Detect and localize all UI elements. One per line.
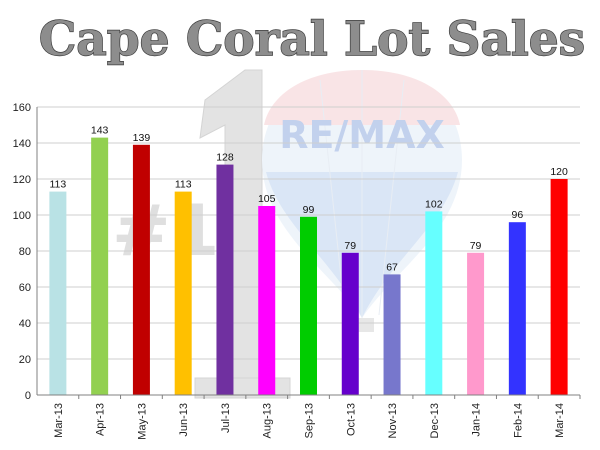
data-label: 120 — [550, 166, 568, 178]
data-label: 79 — [344, 240, 356, 252]
bar-may-13 — [132, 144, 150, 395]
x-tick-label: Aug-13 — [262, 403, 274, 438]
bar-aug-13 — [258, 206, 276, 395]
y-tick-label: 160 — [13, 102, 31, 114]
data-labels: 113 143 139 113 128 105 99 79 67 102 79 96 120 — [50, 125, 569, 274]
data-label: 105 — [258, 193, 276, 205]
x-tick-label: Nov-13 — [387, 403, 399, 438]
data-label: 67 — [386, 261, 398, 273]
bar-jan-14 — [467, 252, 485, 395]
data-label: 128 — [216, 152, 234, 164]
x-tick-label: Jun-13 — [178, 403, 190, 437]
x-tick-label: Jan-14 — [471, 403, 483, 437]
remax-watermark: #1 RE/MAX — [112, 69, 462, 399]
data-label: 113 — [50, 179, 67, 191]
bar-mar-14 — [550, 179, 568, 395]
chart-title: Cape Coral Lot Sales — [39, 12, 585, 67]
bar-oct-13 — [341, 252, 359, 395]
data-label: 79 — [470, 240, 482, 252]
data-label: 139 — [133, 132, 151, 144]
bars — [49, 137, 568, 395]
bar-dec-13 — [425, 211, 443, 395]
x-axis-ticks: Mar-13 Apr-13 May-13 Jun-13 Jul-13 Aug-13 Sep-… — [53, 395, 581, 440]
x-tick-label: Oct-13 — [345, 403, 357, 436]
y-tick-label: 80 — [19, 246, 31, 258]
bar-jul-13 — [216, 164, 234, 395]
x-tick-label: Dec-13 — [429, 403, 441, 438]
data-label: 99 — [303, 204, 315, 216]
y-tick-label: 20 — [19, 354, 31, 366]
y-tick-label: 40 — [19, 318, 31, 330]
y-tick-label: 60 — [19, 282, 31, 294]
bar-mar-13 — [49, 191, 67, 395]
bar-apr-13 — [91, 137, 109, 395]
x-tick-label: Mar-14 — [554, 403, 566, 438]
y-tick-label: 0 — [25, 390, 31, 402]
brand-watermark: RE/MAX — [279, 113, 445, 157]
y-tick-label: 120 — [13, 174, 31, 186]
bar-feb-14 — [508, 222, 526, 395]
data-label: 113 — [175, 179, 192, 191]
bar-jun-13 — [174, 191, 192, 395]
bar-nov-13 — [383, 274, 401, 395]
x-tick-label: Jul-13 — [220, 403, 232, 433]
y-axis-ticks: 0 20 40 60 80 100 120 140 160 — [13, 102, 31, 402]
x-tick-label: May-13 — [136, 403, 148, 440]
x-tick-label: Apr-13 — [95, 403, 107, 436]
rank-watermark: #1 — [112, 190, 219, 272]
y-tick-label: 140 — [13, 138, 31, 150]
y-tick-label: 100 — [13, 210, 31, 222]
x-tick-label: Mar-13 — [53, 403, 65, 438]
data-label: 102 — [425, 198, 443, 210]
x-tick-label: Sep-13 — [304, 403, 316, 438]
bar-sep-13 — [300, 216, 317, 395]
x-tick-label: Feb-14 — [512, 403, 524, 438]
data-label: 143 — [91, 125, 109, 137]
data-label: 96 — [512, 209, 524, 221]
